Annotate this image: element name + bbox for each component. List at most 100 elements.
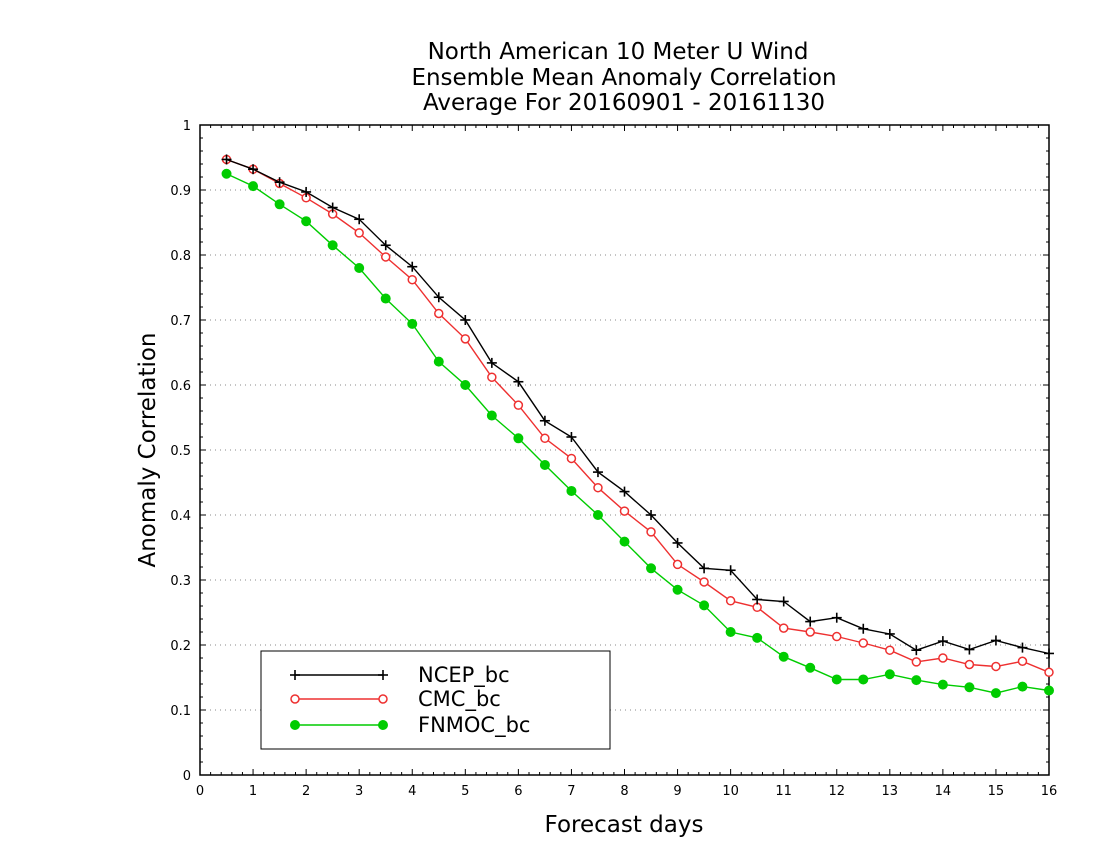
x-tick-label-13: 13	[882, 784, 899, 799]
y-tick-label-8: 0.8	[170, 249, 191, 264]
title-line-1: North American 10 Meter U Wind	[428, 39, 809, 65]
series-2-point-0	[221, 168, 232, 179]
series-1-point-22	[805, 627, 815, 637]
series-line-0	[226, 158, 1050, 655]
legend-label-1: CMC_bc	[418, 687, 501, 712]
series-2-point-9	[460, 380, 471, 390]
series-0-point-25	[884, 628, 895, 639]
series-1-point-24	[858, 638, 869, 648]
series-0-point-0	[221, 154, 232, 165]
series-0-point-20	[752, 594, 763, 605]
series-0-point-18	[699, 563, 710, 574]
series-2-point-22	[805, 662, 816, 673]
series-0-point-22	[805, 616, 816, 627]
series-1	[221, 154, 1054, 678]
series-0-point-1	[248, 164, 259, 175]
y-tick-label-9: 0.9	[170, 184, 191, 199]
series-0-point-6	[380, 240, 391, 251]
series-line-2	[226, 173, 1050, 694]
series-2-point-3	[301, 216, 312, 227]
series-2-point-24	[858, 674, 869, 685]
series-1-point-28	[964, 659, 975, 670]
x-tick-label-16: 16	[1041, 784, 1058, 799]
y-tick-label-7: 0.7	[170, 314, 191, 329]
x-tick-label-11: 11	[775, 784, 792, 799]
series-0-point-31	[1044, 648, 1054, 659]
grid-lines	[200, 189, 1049, 711]
legend-marker-right-1	[378, 694, 388, 704]
series-0-point-10	[486, 357, 497, 368]
legend-entry-0: NCEP_bc	[290, 663, 510, 688]
series-1-point-16	[646, 527, 656, 537]
y-tick-label-4: 0.4	[170, 509, 191, 524]
y-tick-label-3: 0.3	[170, 574, 191, 589]
series-1-point-21	[778, 623, 789, 633]
series-1-point-18	[699, 577, 709, 587]
series-0-point-4	[327, 202, 338, 213]
x-tick-label-4: 4	[408, 784, 416, 799]
x-axis-title: Forecast days	[545, 812, 704, 838]
series-0-point-28	[964, 644, 975, 655]
series-2-point-14	[592, 510, 603, 520]
series-0-point-30	[1017, 642, 1028, 653]
series-2-point-7	[407, 318, 418, 329]
series-2-point-1	[248, 181, 259, 192]
legend-marker-left-1	[290, 694, 300, 704]
series-0	[221, 154, 1054, 659]
series-1-point-12	[540, 433, 550, 444]
legend-label-0: NCEP_bc	[418, 663, 510, 688]
series-0-point-16	[646, 510, 657, 520]
series-2-point-11	[513, 433, 524, 444]
series-2-point-17	[672, 584, 683, 595]
x-tick-label-10: 10	[722, 784, 739, 799]
series-0-point-15	[619, 486, 630, 497]
series-2-point-23	[831, 674, 842, 685]
series-1-point-8	[434, 308, 444, 319]
y-tick-label-2: 0.2	[170, 639, 191, 654]
series-0-point-12	[539, 415, 550, 426]
y-tick-label-1: 0.1	[170, 704, 191, 719]
x-tick-label-3: 3	[355, 784, 363, 799]
series-0-point-14	[592, 467, 603, 478]
y-axis-title: Anomaly Correlation	[135, 332, 161, 567]
series-0-point-26	[911, 645, 922, 656]
series-0-point-29	[990, 635, 1001, 646]
series-layer	[221, 154, 1054, 699]
x-tick-label-14: 14	[935, 784, 952, 799]
series-0-point-3	[301, 186, 312, 197]
title-line-2: Ensemble Mean Anomaly Correlation	[411, 65, 836, 91]
series-0-point-2	[274, 177, 285, 188]
y-tick-label-5: 0.5	[170, 444, 191, 459]
series-0-point-21	[778, 596, 789, 607]
x-tick-label-5: 5	[461, 784, 469, 799]
axis-ticks	[199, 124, 1050, 776]
series-1-point-19	[725, 596, 736, 606]
series-1-point-5	[354, 228, 364, 238]
series-0-point-5	[354, 214, 365, 225]
series-1-point-23	[832, 631, 842, 642]
title-line-3: Average For 20160901 - 20161130	[423, 90, 825, 116]
series-2-point-12	[539, 459, 550, 470]
series-1-point-26	[911, 657, 922, 667]
series-2-point-2	[274, 199, 285, 210]
series-2-point-16	[646, 563, 657, 574]
series-2-point-21	[778, 651, 789, 662]
series-2-point-13	[566, 485, 577, 496]
series-0-point-27	[937, 636, 948, 647]
x-tick-label-7: 7	[567, 784, 575, 799]
series-1-point-10	[487, 372, 497, 382]
series-line-1	[226, 158, 1050, 673]
x-tick-label-9: 9	[673, 784, 681, 799]
x-tick-label-6: 6	[514, 784, 522, 799]
x-tick-label-8: 8	[620, 784, 628, 799]
x-tick-label-15: 15	[988, 784, 1005, 799]
series-1-point-27	[938, 653, 948, 663]
series-2-point-6	[380, 293, 391, 304]
series-2-point-4	[327, 240, 338, 251]
series-0-point-7	[407, 261, 418, 272]
series-2	[221, 168, 1054, 699]
chart-title: North American 10 Meter U Wind Ensemble …	[411, 39, 836, 116]
series-1-point-25	[885, 645, 895, 655]
